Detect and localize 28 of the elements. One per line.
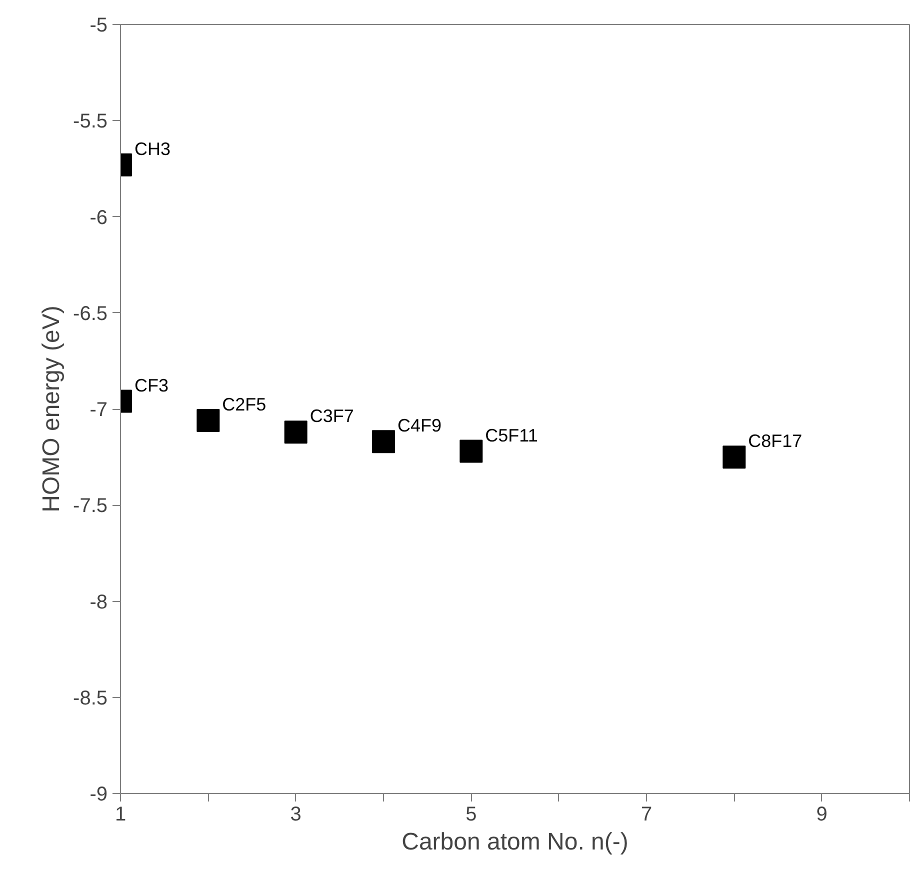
y-tick-label: -6 [90,206,108,229]
x-tick-label: 3 [290,804,302,826]
x-axis-title: Carbon atom No. n(-) [402,828,628,856]
point [460,440,483,463]
annotation: CF3 [134,375,169,396]
annotation: C5F11 [485,425,538,446]
point [722,446,746,469]
annotation: CH3 [134,138,171,159]
x-tick-label: 5 [466,804,477,826]
x-tick-label: 1 [114,804,126,826]
x-tick-label: 7 [640,804,652,826]
y-tick-label: -9 [90,784,108,806]
y-tick-label: -5.5 [73,110,108,133]
annotation: C2F5 [222,394,266,415]
y-tick-label: -6.5 [73,302,108,325]
annotation: C8F17 [748,431,802,452]
y-tick-label: -7 [90,399,108,421]
y-tick-label: -5 [90,14,108,36]
y-tick-label: -8 [90,591,108,614]
y-axis-title: HOMO energy (eV) [38,306,66,512]
annotation: C3F7 [310,406,354,426]
point [284,420,308,444]
point [196,409,220,432]
annotation: C4F9 [398,416,442,436]
y-tick-label: -8.5 [73,687,108,710]
x-tick-label: 9 [816,804,828,826]
point [372,430,395,454]
y-tick-label: -7.5 [73,495,108,518]
